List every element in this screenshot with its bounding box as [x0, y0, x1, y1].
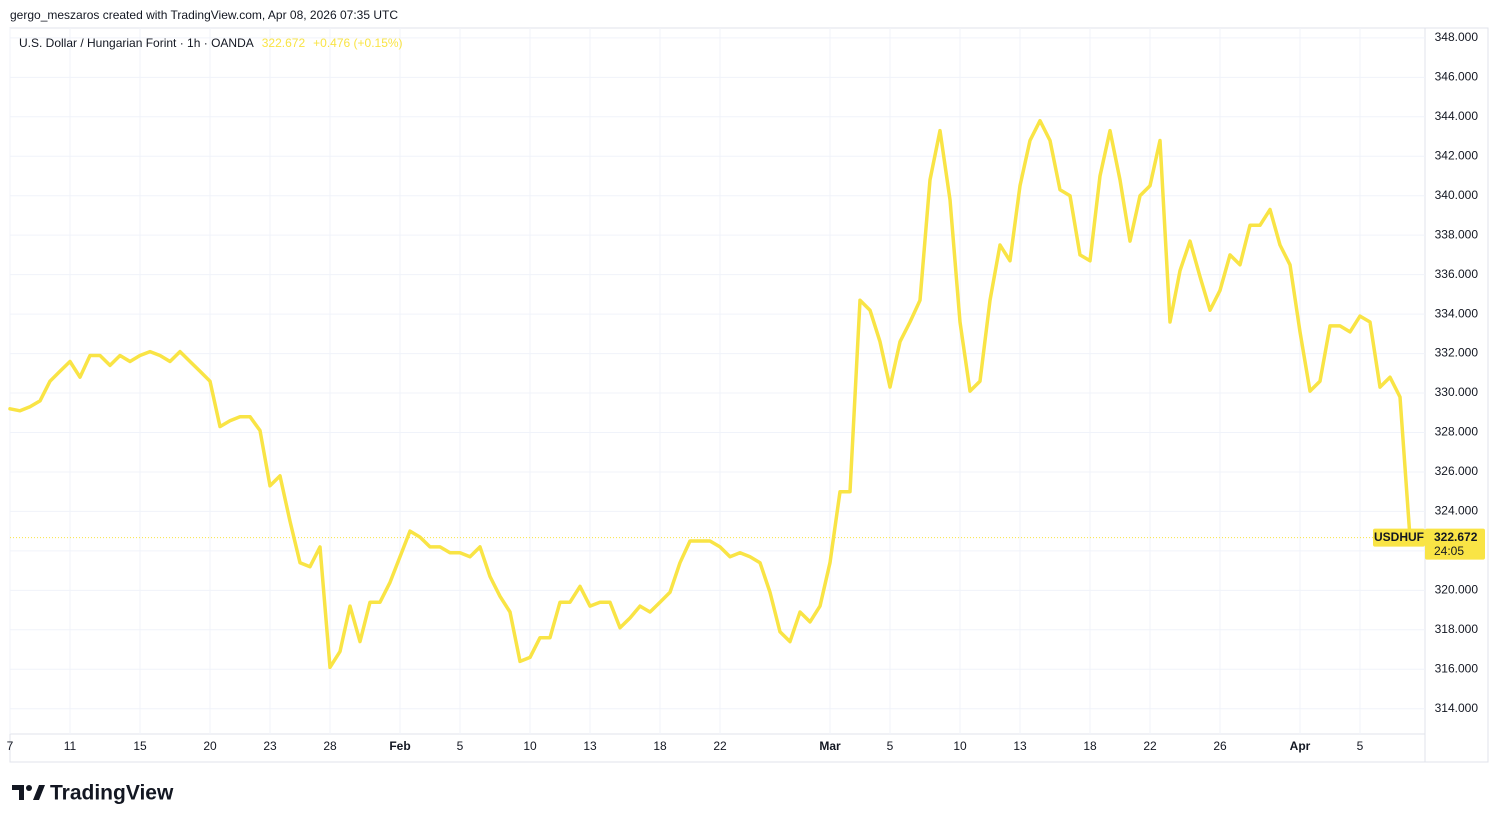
y-tick-label: 346.000 — [1435, 69, 1479, 83]
x-tick-label: 15 — [133, 739, 147, 753]
y-tick-label: 342.000 — [1435, 148, 1479, 162]
x-tick-label: 5 — [457, 739, 464, 753]
chart-frame — [9, 27, 1489, 763]
x-tick-label: 22 — [1143, 739, 1157, 753]
x-tick-label: 10 — [953, 739, 967, 753]
grid — [9, 28, 1425, 734]
x-tick-label: 23 — [263, 739, 277, 753]
credit: gergo_meszaros created with TradingView.… — [10, 8, 398, 22]
symbol-tag-text: USDHUF — [1374, 530, 1424, 544]
x-tick-label: 13 — [583, 739, 597, 753]
x-tick-label: 5 — [1357, 739, 1364, 753]
x-tick-label: 20 — [203, 739, 217, 753]
y-tick-label: 344.000 — [1435, 109, 1479, 123]
x-tick-label: 26 — [1213, 739, 1227, 753]
y-tick-label: 318.000 — [1435, 622, 1479, 636]
x-tick-label: Mar — [819, 739, 841, 753]
x-tick-label: 11 — [64, 739, 77, 753]
symbol-title: U.S. Dollar / Hungarian Forint · 1h · OA… — [19, 36, 254, 50]
x-tick-label: 5 — [887, 739, 894, 753]
x-tick-label: 28 — [323, 739, 337, 753]
y-tick-label: 336.000 — [1435, 267, 1479, 281]
legend-last-price: 322.672 — [262, 36, 306, 50]
symbol-tag — [1373, 528, 1425, 547]
x-tick-label: 13 — [1013, 739, 1027, 753]
y-tick-label: 314.000 — [1435, 701, 1479, 715]
x-tick-label: 18 — [1083, 739, 1097, 753]
y-tick-label: 334.000 — [1435, 306, 1479, 320]
logo-icon-dot — [26, 785, 32, 791]
price-tag — [1425, 528, 1485, 560]
y-tick-label: 348.000 — [1435, 30, 1479, 44]
x-tick-label: 22 — [713, 739, 727, 753]
logo: TradingView — [12, 782, 174, 805]
legend-change: +0.476 (+0.15%) — [313, 36, 402, 50]
x-tick-label: Feb — [389, 739, 410, 753]
y-tick-label: 328.000 — [1435, 425, 1479, 439]
x-tick-label: 10 — [523, 739, 537, 753]
x-tick-label: 18 — [653, 739, 667, 753]
price-line — [8, 118, 1412, 670]
x-tick-label: 7 — [7, 739, 14, 753]
x-tick-label: Apr — [1290, 739, 1311, 753]
y-tick-label: 330.000 — [1435, 385, 1479, 399]
logo-icon-slash — [33, 785, 45, 800]
y-tick-label: 338.000 — [1435, 227, 1479, 241]
y-tick-label: 324.000 — [1435, 504, 1479, 518]
y-tick-label: 326.000 — [1435, 464, 1479, 478]
y-tick-label: 320.000 — [1435, 583, 1479, 597]
legend-values: 322.672 +0.476 (+0.15%) — [262, 36, 403, 50]
y-tick-label: 316.000 — [1435, 661, 1479, 675]
price-tag-value: 322.672 — [1434, 530, 1478, 544]
logo-text: TradingView — [50, 782, 174, 805]
y-tick-label: 332.000 — [1435, 346, 1479, 360]
logo-icon — [12, 785, 24, 800]
y-tick-label: 340.000 — [1435, 188, 1479, 202]
price-tag-countdown: 24:05 — [1434, 544, 1464, 558]
